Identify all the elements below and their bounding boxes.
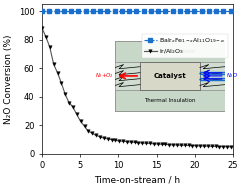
BaIr$_x$Fe$_{1-x}$Al$_{11}$O$_{19-\alpha}$ <box>232 10 234 12</box>
Ir/Al$_2$O$_3$ <box>85 128 88 130</box>
BaIr$_x$Fe$_{1-x}$Al$_{11}$O$_{19-\alpha}$ <box>125 10 128 12</box>
Ir/Al$_2$O$_3$ <box>232 146 234 148</box>
Ir/Al$_2$O$_3$ <box>154 143 157 145</box>
BaIr$_x$Fe$_{1-x}$Al$_{11}$O$_{19-\alpha}$ <box>210 10 213 12</box>
Line: Ir/Al$_2$O$_3$: Ir/Al$_2$O$_3$ <box>40 27 235 149</box>
BaIr$_x$Fe$_{1-x}$Al$_{11}$O$_{19-\alpha}$ <box>171 10 174 12</box>
Legend: BaIr$_x$Fe$_{1-x}$Al$_{11}$O$_{19-\alpha}$, Ir/Al$_2$O$_3$: BaIr$_x$Fe$_{1-x}$Al$_{11}$O$_{19-\alpha… <box>142 34 228 58</box>
BaIr$_x$Fe$_{1-x}$Al$_{11}$O$_{19-\alpha}$ <box>41 10 43 12</box>
Ir/Al$_2$O$_3$ <box>77 117 80 119</box>
X-axis label: Time-on-stream / h: Time-on-stream / h <box>95 176 181 185</box>
Y-axis label: N₂O Conversion (%): N₂O Conversion (%) <box>4 34 13 124</box>
Ir/Al$_2$O$_3$ <box>222 146 225 148</box>
Ir/Al$_2$O$_3$ <box>216 145 219 148</box>
Ir/Al$_2$O$_3$ <box>41 27 43 29</box>
BaIr$_x$Fe$_{1-x}$Al$_{11}$O$_{19-\alpha}$ <box>164 10 167 12</box>
Ir/Al$_2$O$_3$ <box>139 142 142 144</box>
BaIr$_x$Fe$_{1-x}$Al$_{11}$O$_{19-\alpha}$ <box>156 10 159 12</box>
Line: BaIr$_x$Fe$_{1-x}$Al$_{11}$O$_{19-\alpha}$: BaIr$_x$Fe$_{1-x}$Al$_{11}$O$_{19-\alpha… <box>41 10 234 13</box>
BaIr$_x$Fe$_{1-x}$Al$_{11}$O$_{19-\alpha}$ <box>154 10 157 12</box>
